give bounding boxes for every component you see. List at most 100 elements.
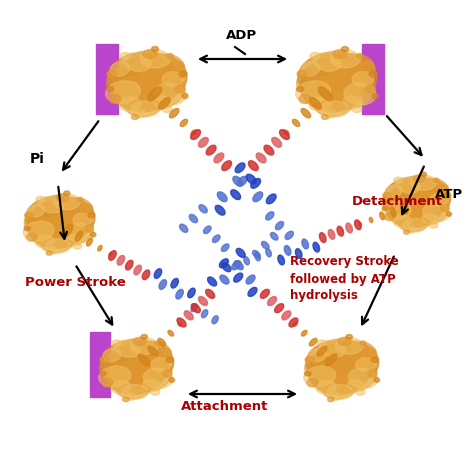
Ellipse shape <box>321 115 328 119</box>
Ellipse shape <box>168 330 173 336</box>
Ellipse shape <box>179 71 187 77</box>
Ellipse shape <box>297 86 303 91</box>
Ellipse shape <box>297 71 307 78</box>
Ellipse shape <box>302 239 309 249</box>
Ellipse shape <box>134 110 146 118</box>
Ellipse shape <box>154 83 186 105</box>
Ellipse shape <box>352 106 362 112</box>
Ellipse shape <box>25 212 33 219</box>
Ellipse shape <box>400 178 451 217</box>
Ellipse shape <box>56 194 69 201</box>
Ellipse shape <box>191 304 201 313</box>
Ellipse shape <box>162 106 172 112</box>
Ellipse shape <box>125 393 136 400</box>
Ellipse shape <box>256 153 266 163</box>
Ellipse shape <box>212 316 218 324</box>
Ellipse shape <box>148 346 158 356</box>
Ellipse shape <box>134 265 141 275</box>
Ellipse shape <box>123 53 151 71</box>
Ellipse shape <box>305 356 314 363</box>
Ellipse shape <box>163 370 172 377</box>
Ellipse shape <box>429 222 438 228</box>
Ellipse shape <box>356 357 376 371</box>
Ellipse shape <box>110 56 180 112</box>
Ellipse shape <box>98 246 102 251</box>
Ellipse shape <box>307 379 318 387</box>
Ellipse shape <box>112 340 121 346</box>
Ellipse shape <box>110 62 130 76</box>
Ellipse shape <box>317 340 326 346</box>
Ellipse shape <box>347 380 366 391</box>
Ellipse shape <box>130 337 158 354</box>
Ellipse shape <box>159 98 170 109</box>
Ellipse shape <box>248 287 257 296</box>
Ellipse shape <box>176 289 183 299</box>
Ellipse shape <box>333 49 347 58</box>
Ellipse shape <box>191 130 196 135</box>
Ellipse shape <box>206 289 215 298</box>
Ellipse shape <box>201 310 208 318</box>
Ellipse shape <box>324 339 365 362</box>
Ellipse shape <box>58 198 93 224</box>
Ellipse shape <box>188 288 195 298</box>
Ellipse shape <box>282 311 291 320</box>
Ellipse shape <box>124 88 166 117</box>
Ellipse shape <box>24 226 30 230</box>
Ellipse shape <box>310 53 320 60</box>
Ellipse shape <box>396 177 420 193</box>
Ellipse shape <box>316 381 336 394</box>
Ellipse shape <box>158 348 171 357</box>
Ellipse shape <box>306 76 354 112</box>
Ellipse shape <box>64 224 73 236</box>
Ellipse shape <box>407 192 449 225</box>
Ellipse shape <box>143 368 173 388</box>
Ellipse shape <box>170 61 184 71</box>
Ellipse shape <box>100 371 106 376</box>
Ellipse shape <box>100 356 109 363</box>
Ellipse shape <box>365 85 375 93</box>
Ellipse shape <box>308 344 372 394</box>
Ellipse shape <box>48 247 59 254</box>
Ellipse shape <box>325 70 375 108</box>
Ellipse shape <box>167 54 173 58</box>
Ellipse shape <box>244 257 249 265</box>
Ellipse shape <box>154 269 162 278</box>
Ellipse shape <box>127 54 187 99</box>
Ellipse shape <box>393 215 411 227</box>
Ellipse shape <box>400 176 438 198</box>
Ellipse shape <box>42 197 95 237</box>
Ellipse shape <box>246 174 256 184</box>
Ellipse shape <box>313 53 341 71</box>
Ellipse shape <box>162 72 184 87</box>
Ellipse shape <box>119 97 141 111</box>
Ellipse shape <box>384 213 394 220</box>
Ellipse shape <box>382 206 388 210</box>
Ellipse shape <box>319 233 326 243</box>
Ellipse shape <box>107 71 117 78</box>
Ellipse shape <box>385 185 402 197</box>
Ellipse shape <box>73 213 92 226</box>
Ellipse shape <box>306 341 356 379</box>
Ellipse shape <box>293 322 297 326</box>
Ellipse shape <box>191 130 201 139</box>
Ellipse shape <box>337 226 344 236</box>
Ellipse shape <box>234 261 243 270</box>
Ellipse shape <box>221 244 229 252</box>
Ellipse shape <box>344 83 376 105</box>
Ellipse shape <box>108 54 162 95</box>
Ellipse shape <box>369 218 373 223</box>
Ellipse shape <box>383 178 429 213</box>
Ellipse shape <box>444 193 451 198</box>
Ellipse shape <box>159 280 166 289</box>
Ellipse shape <box>102 379 113 387</box>
Ellipse shape <box>300 62 320 76</box>
Ellipse shape <box>264 145 274 155</box>
Ellipse shape <box>266 194 276 204</box>
Ellipse shape <box>232 261 241 270</box>
Ellipse shape <box>235 163 245 173</box>
Ellipse shape <box>423 203 450 222</box>
Ellipse shape <box>180 224 188 232</box>
Ellipse shape <box>341 46 348 52</box>
Ellipse shape <box>274 304 284 313</box>
Ellipse shape <box>278 255 284 265</box>
